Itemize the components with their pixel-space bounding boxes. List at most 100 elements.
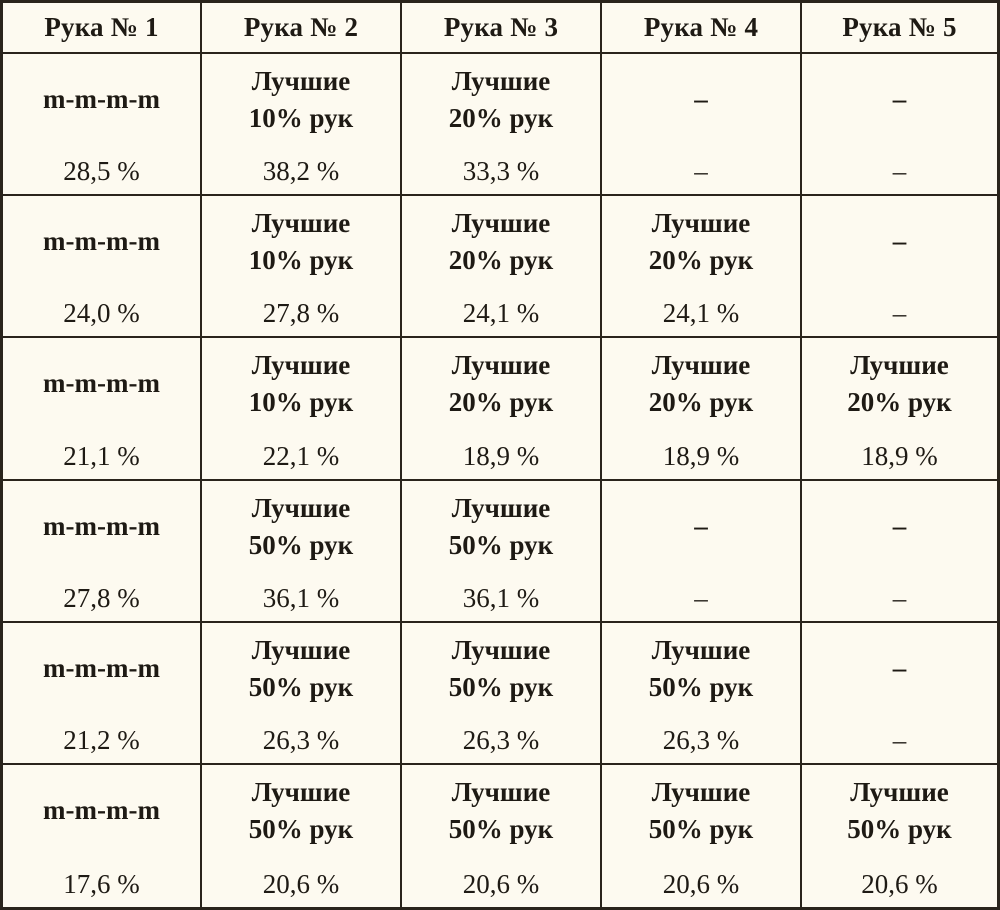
hand-label-line: – <box>892 510 907 541</box>
hand-label-line: 50% рук <box>448 813 554 844</box>
hand-range-label: Лучшие 50% рук <box>602 632 800 706</box>
hand-pattern: m-m-m-m <box>3 508 200 545</box>
hand-label-line: 50% рук <box>248 813 354 844</box>
hand-label-line: Лучшие <box>451 66 551 96</box>
hand-label-line: 50% рук <box>847 813 952 844</box>
probability-value: 36,1 % <box>262 582 340 613</box>
table-cell: – – <box>802 196 997 339</box>
table-cell: Лучшие 50% рук 20,6 % <box>202 764 402 907</box>
table-cell: – – <box>602 480 802 623</box>
hand-label-line: 20% рук <box>448 245 554 276</box>
hand-range-label: Лучшие 20% рук <box>402 63 600 137</box>
table-cell: Лучшие 50% рук 26,3 % <box>202 622 402 765</box>
hand-range-label: – <box>802 223 997 260</box>
table-cell: Лучшие 50% рук 36,1 % <box>402 480 602 623</box>
hand-label-line: m-m-m-m <box>43 84 160 114</box>
hand-label-line: Лучшие <box>251 350 351 381</box>
probability-value: 27,8 % <box>63 582 140 613</box>
hand-pattern: m-m-m-m <box>3 365 200 402</box>
column-header-hand-2: Рука № 2 <box>202 3 402 54</box>
probability-value: 21,1 % <box>63 440 140 471</box>
hand-label-line: 50% рук <box>248 529 354 560</box>
hand-label-line: m-m-m-m <box>43 368 160 399</box>
hand-label-line: m-m-m-m <box>43 652 160 683</box>
hand-range-label: Лучшие 50% рук <box>402 632 600 706</box>
table-cell: Лучшие 50% рук 26,3 % <box>402 622 602 765</box>
probability-value: 21,2 % <box>63 724 140 755</box>
table-cell: Лучшие 50% рук 20,6 % <box>602 764 802 907</box>
hand-range-label: Лучшие 50% рук <box>202 490 400 564</box>
hand-range-label: Лучшие 20% рук <box>402 347 600 421</box>
table-cell: Лучшие 50% рук 20,6 % <box>802 765 997 907</box>
hand-label-line: m-m-m-m <box>43 794 160 825</box>
table-cell: – – <box>802 481 997 623</box>
hand-pattern: m-m-m-m <box>3 792 200 829</box>
probability-value: 20,6 % <box>861 869 938 899</box>
table-cell: Лучшие 10% рук 22,1 % <box>202 338 402 481</box>
probability-value: 26,3 % <box>262 724 340 755</box>
hand-label-line: 20% рук <box>448 103 554 133</box>
column-header-hand-4: Рука № 4 <box>602 3 802 54</box>
hand-label-line: – <box>694 510 708 541</box>
table-cell: – – <box>802 623 997 765</box>
table-cell: Лучшие 10% рук 27,8 % <box>202 196 402 339</box>
probability-value: 27,8 % <box>262 298 340 329</box>
table-cell: Лучшие 10% рук 38,2 % <box>202 54 402 197</box>
hand-label-line: 20% рук <box>847 387 952 418</box>
table-cell: Лучшие 50% рук 20,6 % <box>402 764 602 907</box>
table-cell: Лучшие 20% рук 18,9 % <box>402 338 602 481</box>
hand-range-label: Лучшие 20% рук <box>602 205 800 279</box>
column-header-hand-3: Рука № 3 <box>402 3 602 54</box>
probability-value: 28,5 % <box>63 156 140 187</box>
probability-value: 33,3 % <box>462 156 540 187</box>
hand-range-label: – <box>602 81 800 118</box>
hand-label-line: 10% рук <box>248 387 354 418</box>
table-cell: m-m-m-m 21,1 % <box>3 338 202 481</box>
probability-value: – <box>892 156 907 187</box>
hand-label-line: Лучшие <box>251 776 351 807</box>
probability-value: 26,3 % <box>662 724 740 755</box>
table-cell: Лучшие 50% рук 36,1 % <box>202 480 402 623</box>
hand-label-line: Лучшие <box>850 350 949 381</box>
hand-range-label: – <box>602 508 800 545</box>
table-cell: – – <box>602 54 802 197</box>
column-header-hand-1: Рука № 1 <box>3 3 202 54</box>
probability-value: – <box>892 724 907 755</box>
hand-label-line: m-m-m-m <box>43 226 160 257</box>
hand-label-line: Лучшие <box>451 776 551 807</box>
hand-range-label: Лучшие 50% рук <box>202 632 400 706</box>
hand-label-line: Лучшие <box>451 350 551 381</box>
hand-range-label: Лучшие 10% рук <box>202 347 400 421</box>
hand-pattern: m-m-m-m <box>3 650 200 687</box>
hand-label-line: Лучшие <box>451 492 551 523</box>
hand-label-line: Лучшие <box>850 776 949 807</box>
table-cell: Лучшие 20% рук 33,3 % <box>402 54 602 197</box>
probability-value: 18,9 % <box>662 440 740 471</box>
table-cell: m-m-m-m 28,5 % <box>3 54 202 197</box>
table-cell: m-m-m-m 21,2 % <box>3 622 202 765</box>
hand-label-line: – <box>892 226 907 257</box>
hand-label-line: Лучшие <box>251 634 351 665</box>
hand-label-line: 10% рук <box>248 245 354 276</box>
table-cell: m-m-m-m 24,0 % <box>3 196 202 339</box>
probability-value: 17,6 % <box>63 869 140 899</box>
hand-label-line: Лучшие <box>451 634 551 665</box>
hand-label-line: m-m-m-m <box>43 510 160 541</box>
hand-label-line: 20% рук <box>648 245 754 276</box>
table-cell: Лучшие 20% рук 18,9 % <box>802 338 997 481</box>
hand-label-line: Лучшие <box>451 208 551 239</box>
probability-value: – <box>694 582 708 613</box>
probability-value: – <box>694 156 708 187</box>
hand-label-line: 50% рук <box>448 671 554 702</box>
probability-value: 22,1 % <box>262 440 340 471</box>
hand-label-line: Лучшие <box>651 350 751 381</box>
hand-range-label: Лучшие 50% рук <box>402 774 600 848</box>
table-cell: Лучшие 20% рук 24,1 % <box>402 196 602 339</box>
hand-label-line: – <box>892 652 907 683</box>
hand-label-line: Лучшие <box>251 492 351 523</box>
hand-range-label: Лучшие 10% рук <box>202 63 400 137</box>
probability-value: 24,1 % <box>462 298 540 329</box>
hand-range-label: Лучшие 20% рук <box>802 347 997 421</box>
hand-label-line: Лучшие <box>651 208 751 239</box>
